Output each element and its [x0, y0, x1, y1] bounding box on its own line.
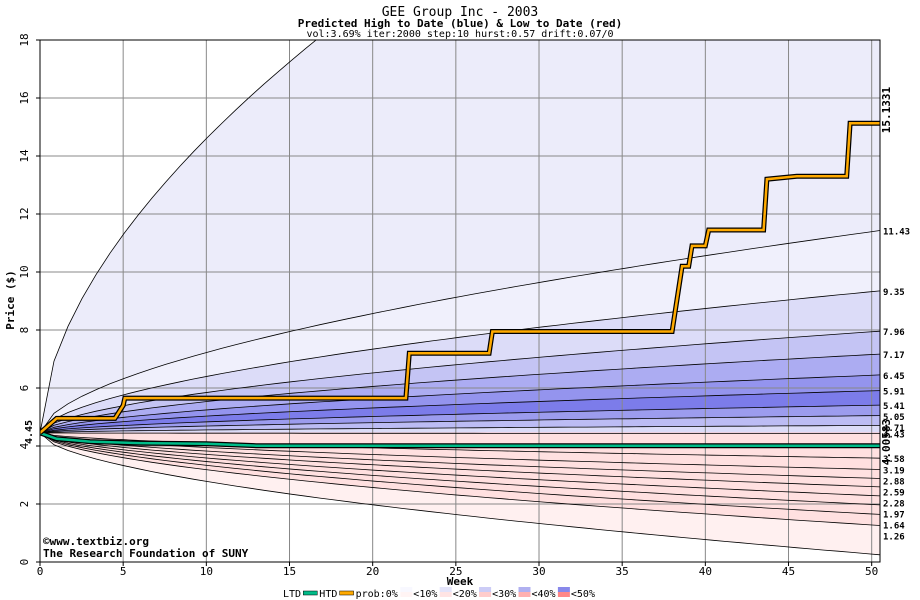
grid-lines — [40, 40, 880, 562]
high-end-label-2: 7.96 — [883, 328, 905, 338]
y-tick-label-7: 14 — [18, 149, 31, 163]
legend-swatch-top-7 — [557, 587, 570, 592]
x-tick-label-6: 30 — [532, 565, 545, 578]
legend-swatch-bottom-6 — [518, 592, 531, 597]
low-end-label-2: 3.19 — [883, 466, 905, 476]
x-tick-label-4: 20 — [366, 565, 379, 578]
legend: LTD HTD prob:0% <10% <20% <30% <40% <50% — [283, 587, 595, 600]
low-end-label-4: 2.59 — [883, 488, 905, 498]
high-end-label-1: 9.35 — [883, 288, 905, 298]
htd-end-label: 15.1331 — [880, 86, 893, 133]
high-boundary-1 — [40, 230, 880, 434]
x-tick-label-7: 35 — [616, 565, 629, 578]
legend-swatch-top-3 — [400, 587, 413, 592]
legend-label-0: LTD — [283, 589, 301, 600]
low-end-label-6: 1.97 — [883, 510, 905, 520]
high-end-label-7: 5.05 — [883, 413, 905, 423]
high-end-label-6: 5.41 — [883, 402, 905, 412]
low-end-label-0: 4.43 — [883, 431, 905, 441]
low-end-label-1: 3.58 — [883, 455, 905, 465]
low-end-label-5: 2.28 — [883, 499, 905, 509]
high-band-9 — [40, 425, 880, 433]
high-boundary-4 — [40, 353, 880, 434]
series-lines — [40, 120, 880, 449]
plot-frame — [39, 39, 881, 563]
chart-subtitle: Predicted High to Date (blue) & Low to D… — [298, 17, 623, 30]
y-tick-label-6: 12 — [18, 207, 31, 220]
high-boundary-9 — [40, 425, 880, 434]
low-end-label-7: 1.64 — [883, 521, 905, 531]
x-tick-label-9: 45 — [782, 565, 795, 578]
low-boundary-0 — [40, 432, 880, 556]
x-tick-label-2: 10 — [200, 565, 213, 578]
low-boundary-5 — [40, 432, 880, 488]
y-tick-label-4: 8 — [18, 327, 31, 334]
y-tick-label-0: 0 — [18, 559, 31, 566]
x-axis-label: Week — [447, 575, 474, 588]
high-boundary-6 — [40, 390, 880, 434]
legend-swatch-htd — [339, 590, 354, 596]
y-tick-label-3: 6 — [18, 385, 31, 392]
high-boundary-0 — [40, 40, 317, 433]
legend-swatch-top-4 — [439, 587, 452, 592]
htd-line — [40, 121, 880, 434]
high-end-label-8: 4.71 — [883, 424, 905, 434]
x-tick-label-1: 5 — [120, 565, 127, 578]
x-tick-label-0: 0 — [37, 565, 44, 578]
legend-label-2: prob:0% — [356, 589, 398, 600]
low-boundary-6 — [40, 432, 880, 497]
legend-swatch-bottom-5 — [479, 592, 492, 597]
quantile-end-labels: 11.43 9.35 7.96 7.17 6.45 5.91 5.415.054.714.4… — [883, 228, 910, 543]
y-tick-label-1: 2 — [18, 501, 31, 508]
ltd-end-label: 4.00583 — [880, 419, 893, 465]
legend-swatch-bottom-3 — [400, 592, 413, 597]
y-tick-label-8: 16 — [18, 91, 31, 104]
high-end-label-3: 7.17 — [883, 351, 905, 361]
y-axis-ticks: 0 2 4 6 8 10 12 14 16 18 — [18, 33, 40, 565]
legend-label-7: <50% — [571, 589, 595, 600]
low-boundary-9 — [40, 432, 880, 526]
high-boundary-8 — [40, 415, 880, 434]
high-boundary-7 — [40, 404, 880, 434]
x-tick-label-8: 40 — [699, 565, 712, 578]
legend-label-1: HTD — [319, 589, 337, 600]
ltd-line — [40, 431, 880, 448]
y-tick-label-2: 4 — [18, 442, 31, 449]
watermark-url: ©www.textbiz.org — [43, 535, 149, 548]
legend-swatch-bottom-7 — [557, 592, 570, 597]
high-end-label-4: 6.45 — [883, 372, 905, 382]
low-end-label-8: 1.26 — [883, 532, 905, 542]
x-tick-label-5: 25 — [449, 565, 462, 578]
high-boundary-5 — [40, 374, 880, 434]
legend-swatch-top-6 — [518, 587, 531, 592]
y-tick-label-5: 10 — [18, 265, 31, 278]
y-tick-label-9: 18 — [18, 33, 31, 46]
watermark-org: The Research Foundation of SUNY — [43, 547, 249, 560]
high-boundary-2 — [40, 290, 880, 434]
high-end-label-5: 5.91 — [883, 388, 905, 398]
high-end-label-0: 11.43 — [883, 228, 910, 238]
legend-label-4: <20% — [453, 589, 477, 600]
y-axis-label: Price ($) — [4, 270, 17, 330]
low-boundary-8 — [40, 432, 880, 515]
x-tick-label-10: 50 — [865, 565, 878, 578]
low-boundary-4 — [40, 432, 880, 479]
chart-title: GEE Group Inc - 2003 — [382, 5, 539, 20]
low-boundary-3 — [40, 432, 880, 470]
quantile-bands — [40, 40, 880, 555]
x-tick-label-3: 15 — [283, 565, 296, 578]
legend-label-3: <10% — [413, 589, 437, 600]
low-boundary-7 — [40, 432, 880, 506]
x-axis-ticks: 0 5 10 15 20 25 30 35 40 45 50 — [37, 562, 878, 578]
start-price-label: 4.45 — [24, 420, 35, 444]
legend-swatch-top-5 — [479, 587, 492, 592]
legend-swatch-ltd — [303, 590, 318, 596]
chart-params: vol:3.69% iter:2000 step:10 hurst:0.57 d… — [306, 29, 613, 40]
legend-label-5: <30% — [492, 589, 516, 600]
low-end-label-3: 2.88 — [883, 477, 905, 487]
legend-label-6: <40% — [532, 589, 556, 600]
low-boundary-1 — [40, 432, 880, 434]
legend-swatch-bottom-4 — [439, 592, 452, 597]
